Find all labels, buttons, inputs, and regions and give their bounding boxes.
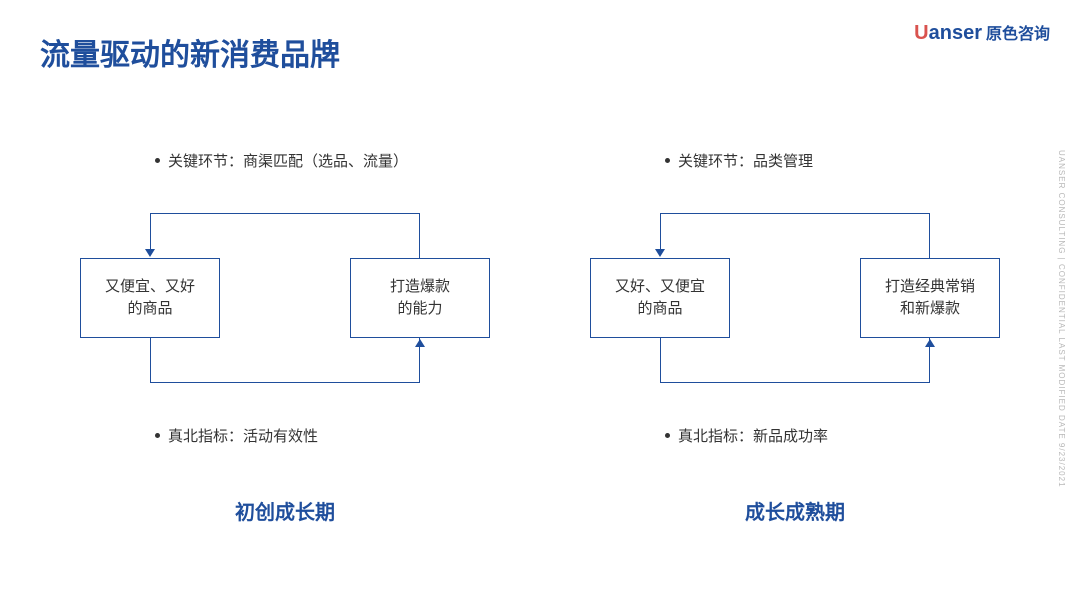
page-title: 流量驱动的新消费品牌 xyxy=(40,30,340,74)
top-bullet-label: 关键环节：商渠匹配（选品、流量） xyxy=(155,150,510,171)
node-right: 打造爆款 的能力 xyxy=(350,258,490,338)
phase-label: 初创成长期 xyxy=(60,496,510,525)
bottom-bullet-text: 真北指标：新品成功率 xyxy=(678,425,828,446)
bottom-bullet-label: 真北指标：新品成功率 xyxy=(665,425,1020,446)
diagrams-container: 关键环节：商渠匹配（选品、流量） 又便宜、又好 的商品 打造爆款 xyxy=(0,150,1080,525)
top-bullet-text: 关键环节：商渠匹配（选品、流量） xyxy=(168,150,408,171)
bullet-icon xyxy=(665,433,670,438)
logo-text: 原色咨询 xyxy=(986,20,1050,44)
top-bullet-text: 关键环节：品类管理 xyxy=(678,150,813,171)
node-right-line2: 的能力 xyxy=(397,300,442,317)
flow-loop: 又便宜、又好 的商品 打造爆款 的能力 xyxy=(60,183,510,413)
node-right-line1: 打造经典常销 xyxy=(885,278,975,295)
node-left-line2: 的商品 xyxy=(127,300,172,317)
bottom-bullet-text: 真北指标：活动有效性 xyxy=(168,425,318,446)
bullet-icon xyxy=(155,433,160,438)
connector xyxy=(150,213,151,251)
connector xyxy=(150,382,420,383)
diagram-growth-mature: 关键环节：品类管理 又好、又便宜 的商品 打造经典常销 和新爆款 xyxy=(570,150,1020,525)
node-left-line1: 又好、又便宜 xyxy=(615,278,705,295)
node-left-line2: 的商品 xyxy=(637,300,682,317)
logo-rest: anser xyxy=(929,22,982,44)
node-left: 又好、又便宜 的商品 xyxy=(590,258,730,338)
node-right: 打造经典常销 和新爆款 xyxy=(860,258,1000,338)
phase-label: 成长成熟期 xyxy=(570,496,1020,525)
logo-u: U xyxy=(914,22,928,44)
node-right-line1: 打造爆款 xyxy=(390,278,450,295)
arrowhead-icon xyxy=(415,339,425,347)
arrowhead-icon xyxy=(925,339,935,347)
node-left-line1: 又便宜、又好 xyxy=(105,278,195,295)
connector xyxy=(419,213,420,258)
connector xyxy=(150,338,151,383)
diagram-startup-growth: 关键环节：商渠匹配（选品、流量） 又便宜、又好 的商品 打造爆款 xyxy=(60,150,510,525)
node-left: 又便宜、又好 的商品 xyxy=(80,258,220,338)
flow-loop: 又好、又便宜 的商品 打造经典常销 和新爆款 xyxy=(570,183,1020,413)
connector xyxy=(660,213,930,214)
connector xyxy=(929,213,930,258)
top-bullet-label: 关键环节：品类管理 xyxy=(665,150,1020,171)
connector xyxy=(660,213,661,251)
connector xyxy=(660,338,661,383)
node-right-line2: 和新爆款 xyxy=(900,300,960,317)
connector xyxy=(660,382,930,383)
connector xyxy=(150,213,420,214)
logo-mark: Uanser xyxy=(914,22,982,45)
bullet-icon xyxy=(665,158,670,163)
arrowhead-icon xyxy=(145,249,155,257)
bullet-icon xyxy=(155,158,160,163)
brand-logo: Uanser 原色咨询 xyxy=(914,20,1050,45)
arrowhead-icon xyxy=(655,249,665,257)
bottom-bullet-label: 真北指标：活动有效性 xyxy=(155,425,510,446)
